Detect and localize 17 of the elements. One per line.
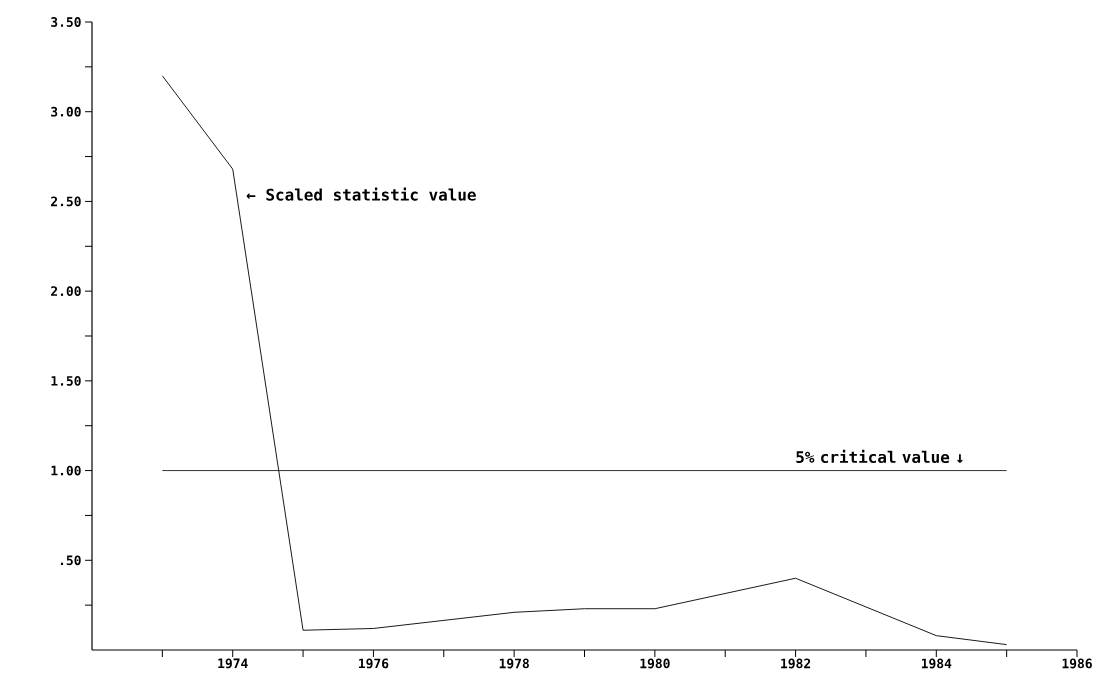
y-tick-label: 2.50 xyxy=(51,196,81,207)
annotation: ← Scaled statistic value xyxy=(246,187,476,201)
x-tick-label: 1976 xyxy=(359,658,389,669)
y-tick-label: 1.00 xyxy=(51,465,81,476)
x-tick-label: 1984 xyxy=(921,658,952,669)
annotation: 5% critical value ↓ xyxy=(796,449,963,464)
y-tick-label: 3.00 xyxy=(51,106,81,117)
x-tick-label: 1986 xyxy=(1062,658,1092,669)
x-tick-label: 1974 xyxy=(218,658,248,669)
y-tick-label: .50 xyxy=(60,555,81,566)
line-series xyxy=(161,75,1008,646)
y-tick-label: 2.00 xyxy=(51,286,81,297)
x-tick-label: 1980 xyxy=(640,658,670,669)
y-tick-label: 3.50 xyxy=(51,17,81,27)
x-tick-label: 1982 xyxy=(781,658,811,669)
y-tick-label: 1.50 xyxy=(51,375,81,386)
x-tick-label: 1978 xyxy=(499,658,529,669)
